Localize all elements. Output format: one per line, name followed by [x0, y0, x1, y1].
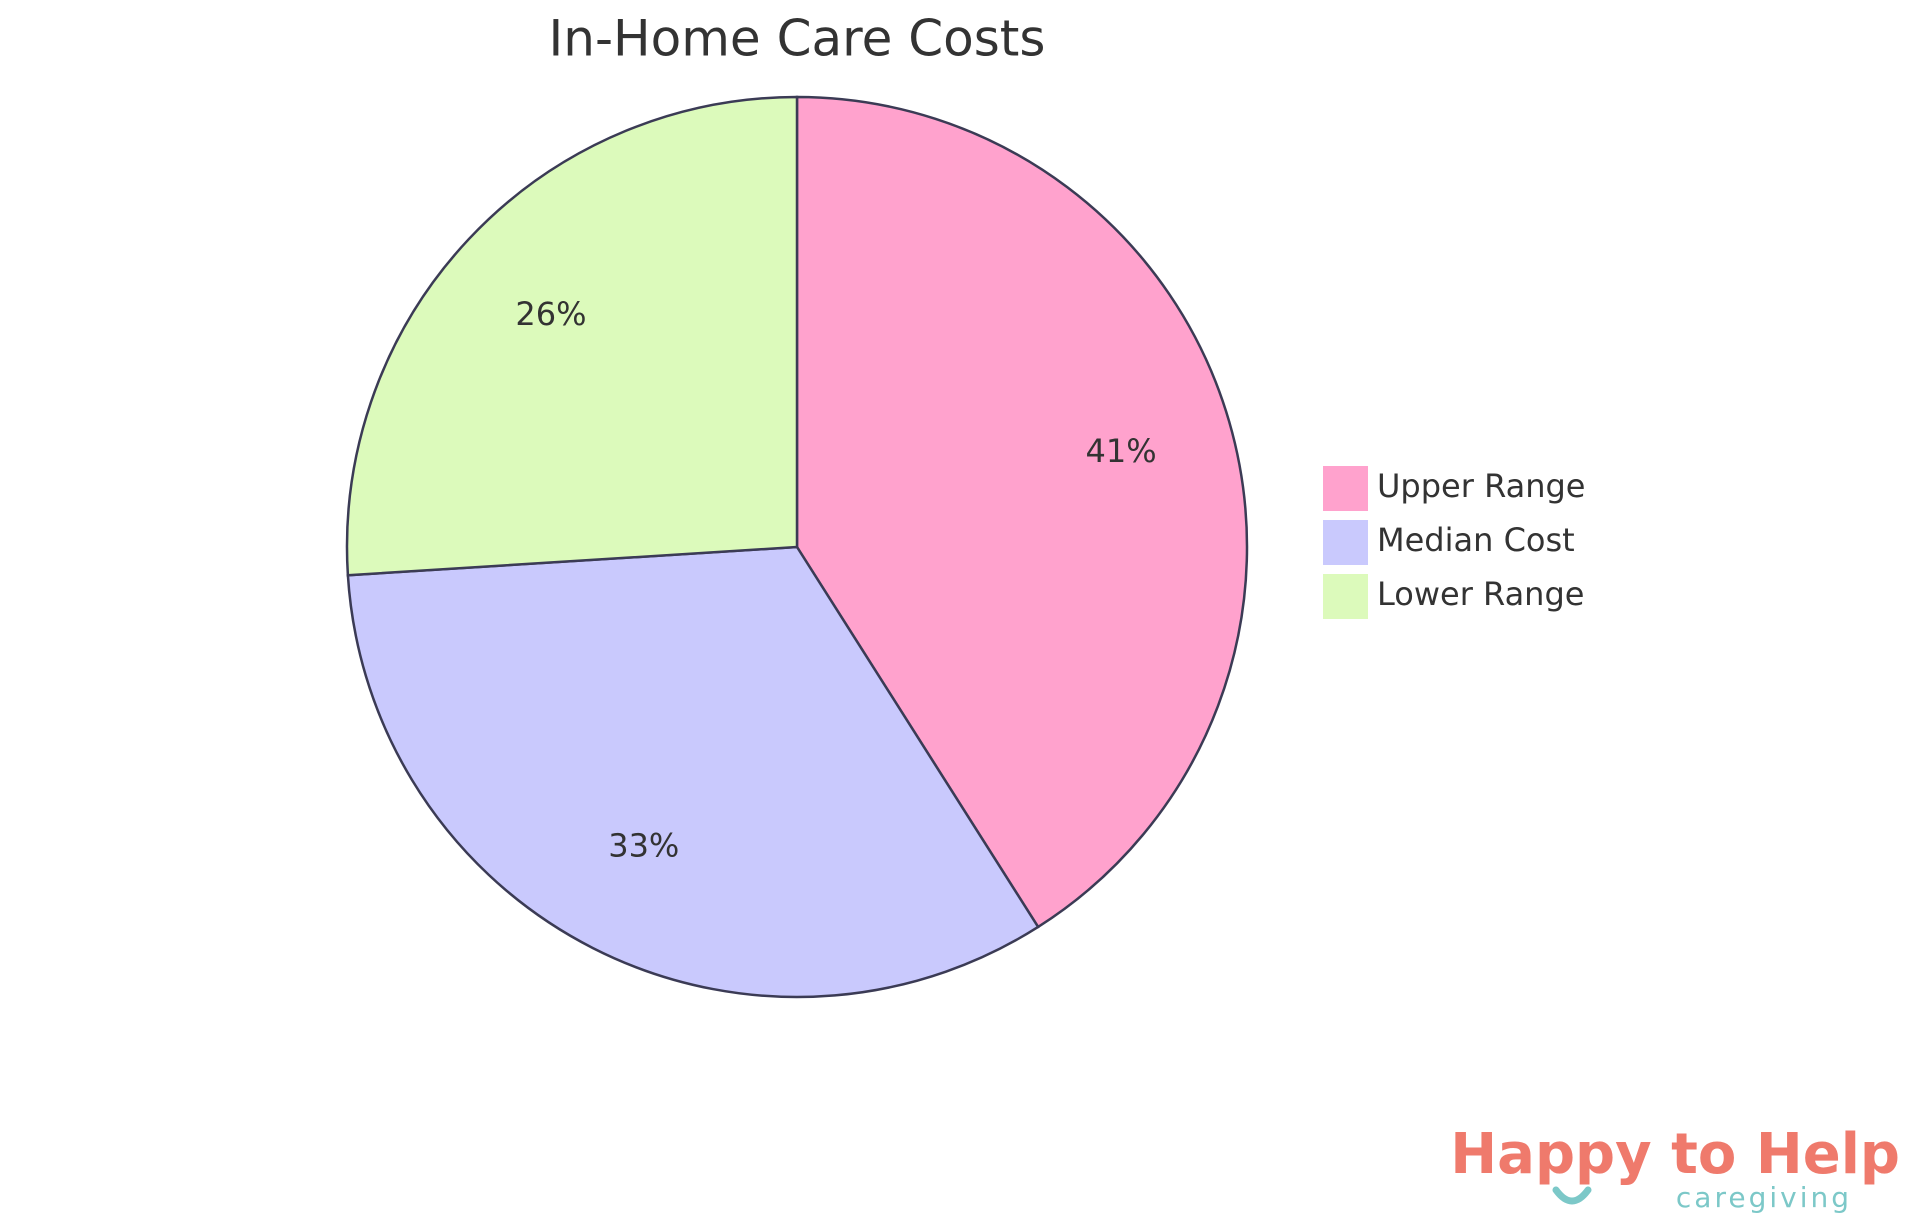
legend-swatch — [1323, 466, 1368, 511]
logo-smile — [1552, 1186, 1592, 1205]
legend-swatch — [1323, 574, 1368, 619]
logo-text: Happy to Help — [1450, 1122, 1900, 1187]
data-label: 41% — [1086, 432, 1157, 470]
legend-swatch — [1323, 520, 1368, 565]
legend-label: Lower Range — [1377, 575, 1584, 613]
data-label: 33% — [608, 827, 679, 865]
chart-title: In-Home Care Costs — [549, 10, 1046, 68]
logo-tagline: caregiving — [1676, 1181, 1852, 1214]
pie-slice — [346, 545, 1040, 999]
data-label: 26% — [515, 295, 586, 333]
legend-label: Upper Range — [1377, 467, 1585, 505]
pie-slice — [345, 95, 799, 577]
legend-label: Median Cost — [1377, 521, 1575, 559]
logo: Happy to Help caregiving — [1450, 1122, 1900, 1214]
pie-slice — [795, 95, 1249, 929]
